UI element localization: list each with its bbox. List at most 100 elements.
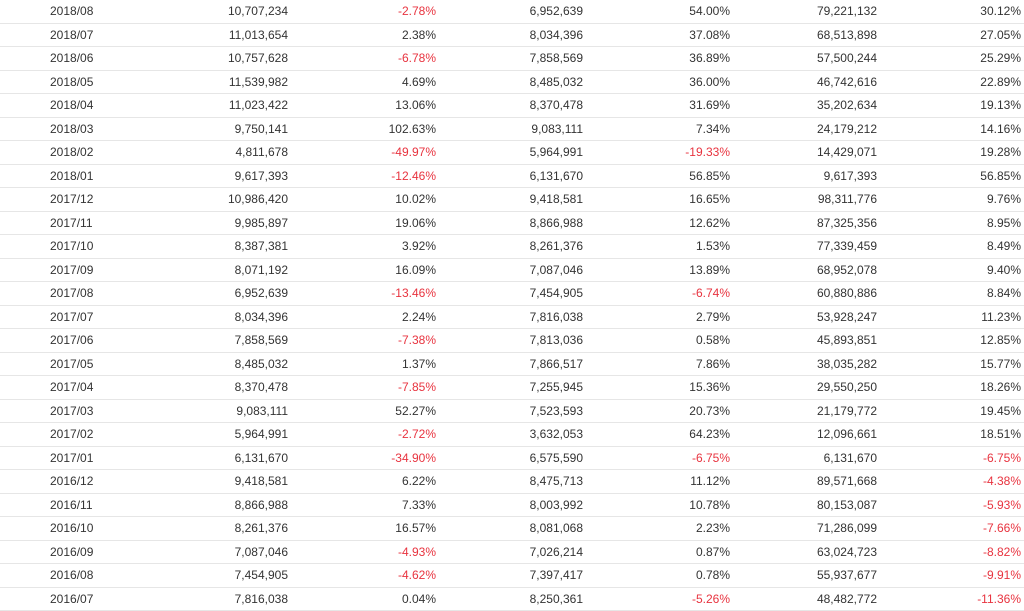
yoy-change-cell: 11.12% (690, 470, 730, 494)
mom-change-cell: 10.02% (395, 188, 436, 212)
month-cell: 2017/04 (50, 376, 93, 400)
yoy-change-cell: 56.85% (689, 165, 730, 189)
yoy-change-cell: 0.87% (696, 541, 730, 565)
yoy-change-cell: -6.75% (692, 447, 730, 471)
cumulative-change-cell: -5.93% (983, 494, 1021, 518)
cumulative-value-cell: 45,893,851 (817, 329, 877, 353)
cumulative-value-cell: 12,096,661 (817, 423, 877, 447)
monthly-value-cell: 6,131,670 (235, 447, 288, 471)
cumulative-change-cell: 56.85% (980, 165, 1021, 189)
mom-change-cell: -7.85% (398, 376, 436, 400)
month-cell: 2017/08 (50, 282, 93, 306)
month-cell: 2017/01 (50, 447, 93, 471)
mom-change-cell: -2.72% (398, 423, 436, 447)
prior-year-value-cell: 5,964,991 (530, 141, 583, 165)
yoy-change-cell: 15.36% (689, 376, 730, 400)
cumulative-value-cell: 24,179,212 (817, 118, 877, 142)
cumulative-change-cell: 8.49% (987, 235, 1021, 259)
cumulative-change-cell: 12.85% (980, 329, 1021, 353)
yoy-change-cell: 7.34% (696, 118, 730, 142)
prior-year-value-cell: 7,397,417 (530, 564, 583, 588)
mom-change-cell: 7.33% (402, 494, 436, 518)
cumulative-change-cell: -9.91% (983, 564, 1021, 588)
prior-year-value-cell: 8,485,032 (530, 71, 583, 95)
cumulative-value-cell: 46,742,616 (817, 71, 877, 95)
prior-year-value-cell: 6,575,590 (530, 447, 583, 471)
cumulative-change-cell: 25.29% (980, 47, 1021, 71)
prior-year-value-cell: 7,858,569 (530, 47, 583, 71)
prior-year-value-cell: 8,003,992 (530, 494, 583, 518)
mom-change-cell: 16.09% (395, 259, 436, 283)
monthly-value-cell: 11,013,654 (229, 24, 288, 48)
cumulative-value-cell: 57,500,244 (817, 47, 877, 71)
monthly-value-cell: 9,418,581 (235, 470, 288, 494)
cumulative-value-cell: 29,550,250 (817, 376, 877, 400)
month-cell: 2018/03 (50, 118, 93, 142)
prior-year-value-cell: 6,952,639 (530, 0, 583, 24)
yoy-change-cell: -5.26% (692, 588, 730, 611)
cumulative-value-cell: 14,429,071 (817, 141, 877, 165)
month-cell: 2018/04 (50, 94, 93, 118)
cumulative-value-cell: 35,202,634 (817, 94, 877, 118)
month-cell: 2018/06 (50, 47, 93, 71)
monthly-value-cell: 8,071,192 (235, 259, 288, 283)
cumulative-value-cell: 89,571,668 (817, 470, 877, 494)
month-cell: 2017/02 (50, 423, 93, 447)
prior-year-value-cell: 7,454,905 (530, 282, 583, 306)
monthly-value-cell: 9,083,111 (236, 400, 288, 424)
cumulative-change-cell: 19.45% (980, 400, 1021, 424)
month-cell: 2016/12 (50, 470, 93, 494)
cumulative-change-cell: 15.77% (980, 353, 1021, 377)
monthly-value-cell: 11,539,982 (229, 71, 288, 95)
prior-year-value-cell: 8,081,068 (530, 517, 583, 541)
month-cell: 2016/11 (50, 494, 93, 518)
month-cell: 2017/12 (50, 188, 93, 212)
cumulative-change-cell: -7.66% (983, 517, 1021, 541)
cumulative-change-cell: 22.89% (980, 71, 1021, 95)
monthly-value-cell: 8,261,376 (235, 517, 288, 541)
yoy-change-cell: 20.73% (689, 400, 730, 424)
cumulative-value-cell: 63,024,723 (817, 541, 877, 565)
cumulative-change-cell: 30.12% (980, 0, 1021, 24)
cumulative-change-cell: 9.40% (987, 259, 1021, 283)
prior-year-value-cell: 7,866,517 (530, 353, 583, 377)
month-cell: 2017/10 (50, 235, 93, 259)
monthly-value-cell: 9,750,141 (235, 118, 288, 142)
prior-year-value-cell: 8,034,396 (530, 24, 583, 48)
yoy-change-cell: 37.08% (689, 24, 730, 48)
cumulative-value-cell: 77,339,459 (817, 235, 877, 259)
cumulative-value-cell: 80,153,087 (817, 494, 877, 518)
yoy-change-cell: 2.79% (696, 306, 730, 330)
prior-year-value-cell: 6,131,670 (530, 165, 583, 189)
month-cell: 2017/11 (50, 212, 93, 236)
monthly-value-cell: 7,454,905 (235, 564, 288, 588)
monthly-value-cell: 7,858,569 (235, 329, 288, 353)
prior-year-value-cell: 7,816,038 (530, 306, 583, 330)
cumulative-value-cell: 87,325,356 (817, 212, 877, 236)
cumulative-value-cell: 9,617,393 (824, 165, 877, 189)
yoy-change-cell: 36.89% (689, 47, 730, 71)
month-cell: 2017/09 (50, 259, 93, 283)
yoy-change-cell: 36.00% (689, 71, 730, 95)
cumulative-change-cell: 9.76% (987, 188, 1021, 212)
yoy-change-cell: 7.86% (696, 353, 730, 377)
mom-change-cell: -49.97% (391, 141, 436, 165)
month-cell: 2016/08 (50, 564, 93, 588)
mom-change-cell: -34.90% (391, 447, 436, 471)
cumulative-value-cell: 71,286,099 (817, 517, 877, 541)
cumulative-change-cell: 14.16% (980, 118, 1021, 142)
monthly-value-cell: 11,023,422 (229, 94, 288, 118)
month-cell: 2018/07 (50, 24, 93, 48)
cumulative-value-cell: 55,937,677 (817, 564, 877, 588)
